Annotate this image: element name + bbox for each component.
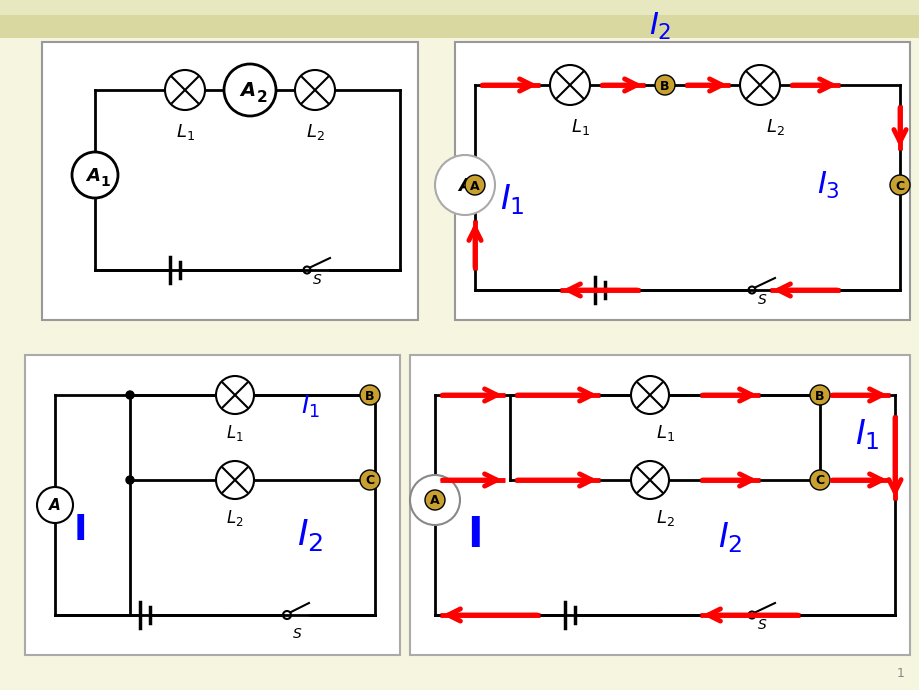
- Text: I: I: [467, 514, 482, 556]
- Text: $I_2$: $I_2$: [717, 520, 742, 555]
- Circle shape: [809, 385, 829, 405]
- Text: $L_1$: $L_1$: [176, 122, 194, 142]
- Text: 1: 1: [100, 175, 110, 189]
- Circle shape: [223, 64, 276, 116]
- Text: 1: 1: [896, 667, 904, 680]
- Circle shape: [37, 487, 73, 523]
- Text: $L_1$: $L_1$: [570, 117, 589, 137]
- Circle shape: [359, 470, 380, 490]
- Text: $L_2$: $L_2$: [765, 117, 784, 137]
- Text: A: A: [458, 177, 471, 195]
- Circle shape: [126, 391, 134, 399]
- FancyBboxPatch shape: [0, 0, 919, 38]
- FancyBboxPatch shape: [42, 42, 417, 320]
- Circle shape: [410, 475, 460, 525]
- Circle shape: [359, 385, 380, 405]
- Text: $I_1$: $I_1$: [301, 394, 319, 420]
- FancyBboxPatch shape: [455, 42, 909, 320]
- Text: A: A: [470, 179, 480, 193]
- Text: $L_1$: $L_1$: [226, 423, 244, 443]
- Text: A: A: [427, 492, 441, 510]
- Text: $I_2$: $I_2$: [648, 11, 671, 42]
- Text: C: C: [814, 475, 823, 488]
- Text: 2: 2: [256, 90, 267, 106]
- Circle shape: [809, 470, 829, 490]
- Circle shape: [425, 490, 445, 510]
- Text: A: A: [430, 495, 439, 508]
- Text: S: S: [292, 627, 301, 641]
- Text: $L_2$: $L_2$: [305, 122, 324, 142]
- Text: A: A: [240, 81, 255, 101]
- Circle shape: [630, 461, 668, 499]
- Text: $I_1$: $I_1$: [499, 183, 524, 217]
- Circle shape: [165, 70, 205, 110]
- Text: I: I: [74, 513, 86, 547]
- Circle shape: [435, 155, 494, 215]
- Circle shape: [126, 476, 134, 484]
- Text: S: S: [312, 273, 321, 287]
- Circle shape: [630, 376, 668, 414]
- Text: B: B: [365, 389, 374, 402]
- Text: A: A: [49, 498, 61, 513]
- Circle shape: [464, 175, 484, 195]
- FancyBboxPatch shape: [410, 355, 909, 655]
- Text: $I_3$: $I_3$: [816, 170, 839, 201]
- Text: S: S: [757, 293, 766, 307]
- Circle shape: [295, 70, 335, 110]
- Circle shape: [216, 461, 254, 499]
- Text: $I_1$: $I_1$: [854, 417, 879, 453]
- Text: B: B: [814, 389, 823, 402]
- Text: $L_2$: $L_2$: [655, 508, 674, 528]
- Circle shape: [889, 175, 909, 195]
- Text: $L_1$: $L_1$: [655, 423, 674, 443]
- Text: A: A: [86, 167, 100, 185]
- Text: $I_2$: $I_2$: [297, 517, 323, 553]
- Circle shape: [654, 75, 675, 95]
- FancyBboxPatch shape: [25, 355, 400, 655]
- Circle shape: [550, 65, 589, 105]
- Text: S: S: [757, 618, 766, 632]
- Text: C: C: [894, 179, 903, 193]
- Text: $L_2$: $L_2$: [226, 508, 244, 528]
- Circle shape: [739, 65, 779, 105]
- Text: C: C: [365, 475, 374, 488]
- Text: B: B: [660, 79, 669, 92]
- Circle shape: [72, 152, 118, 198]
- Circle shape: [216, 376, 254, 414]
- FancyBboxPatch shape: [0, 0, 919, 15]
